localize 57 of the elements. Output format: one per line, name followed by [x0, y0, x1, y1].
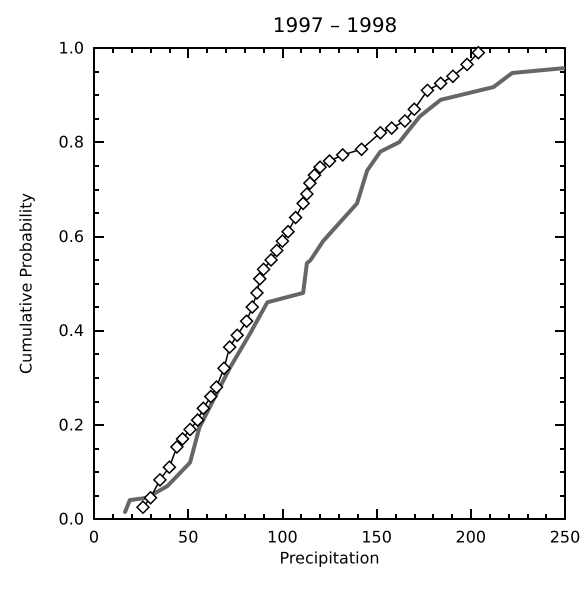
point [276, 234, 290, 248]
point [264, 253, 278, 267]
point [250, 286, 264, 300]
point [374, 126, 388, 140]
point [472, 46, 486, 60]
y-tick-label: 0.0 [58, 510, 84, 528]
point [176, 432, 190, 446]
point [190, 413, 204, 427]
point [281, 224, 295, 238]
line-series [123, 66, 566, 514]
point [313, 160, 327, 174]
point [196, 402, 210, 416]
x-tick-label: 100 [267, 528, 298, 546]
point [420, 84, 434, 98]
y-axis-title: Cumulative Probability [16, 193, 36, 374]
point [144, 491, 158, 505]
point [308, 168, 322, 182]
point [253, 272, 267, 286]
point [408, 102, 422, 116]
point [183, 422, 197, 436]
point [300, 187, 314, 201]
x-tick-label: 250 [550, 528, 580, 546]
point [210, 380, 224, 394]
chart-title: 1997 – 1998 [272, 13, 398, 37]
point [256, 262, 270, 276]
point [446, 70, 460, 84]
point [434, 76, 448, 90]
point [162, 460, 176, 474]
point [230, 328, 244, 342]
x-tick-label: 150 [361, 528, 392, 546]
point [204, 390, 218, 404]
point [170, 440, 184, 454]
point [217, 362, 231, 376]
point [384, 121, 398, 135]
point [222, 340, 236, 354]
x-tick-label: 200 [456, 528, 486, 546]
y-tick-label: 0.4 [58, 321, 84, 340]
point [354, 142, 368, 156]
x-tick-label: 0 [88, 528, 100, 546]
point [246, 300, 260, 314]
point [288, 210, 302, 224]
point [136, 500, 150, 514]
point [322, 154, 336, 168]
point [398, 114, 412, 128]
point [153, 473, 167, 487]
y-tick-label: 0.8 [58, 132, 84, 152]
x-tick-label: 50 [178, 528, 198, 546]
point [460, 58, 474, 72]
y-tick-label: 1.0 [58, 38, 84, 58]
point [270, 244, 284, 258]
point [336, 148, 350, 162]
point [303, 176, 317, 190]
point [296, 196, 310, 210]
point [240, 314, 254, 328]
y-tick-label: 0.6 [58, 226, 84, 246]
y-tick-label: 0.2 [58, 415, 84, 434]
x-axis-title: Precipitation [279, 548, 380, 568]
